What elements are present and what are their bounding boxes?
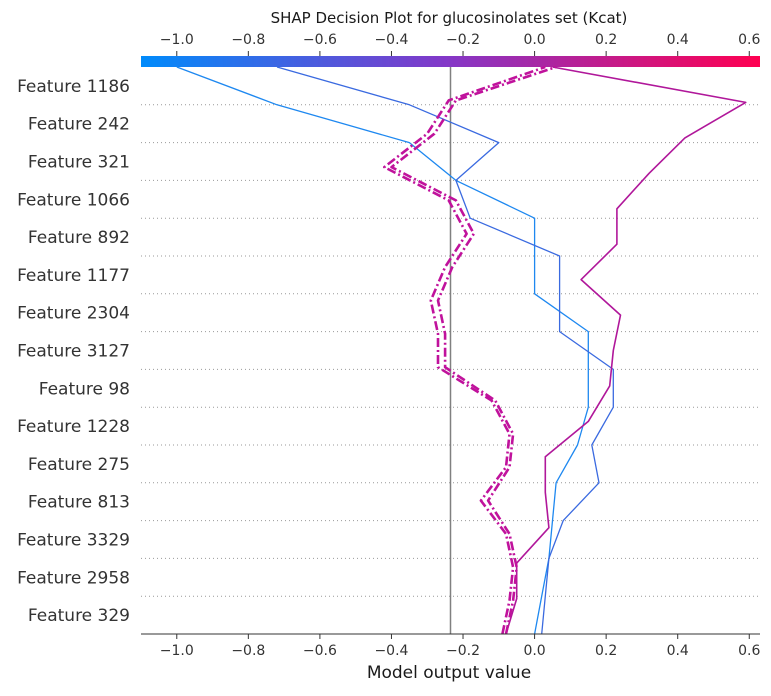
decision-path (276, 66, 614, 635)
feature-label: Feature 892 (28, 228, 130, 248)
chart-title: SHAP Decision Plot for glucosinolates se… (271, 9, 628, 27)
feature-label: Feature 813 (28, 493, 130, 513)
decision-path (505, 66, 747, 635)
decision-path (176, 66, 589, 635)
decision-path (390, 65, 557, 635)
feature-label: Feature 242 (28, 115, 130, 135)
bottom-tick-label: 0.0 (523, 643, 545, 659)
bottom-tick-label: −0.8 (231, 643, 265, 659)
feature-label: Feature 329 (28, 606, 130, 626)
top-tick-label: 0.6 (738, 32, 760, 48)
colorbar (141, 56, 760, 67)
feature-label: Feature 1228 (17, 417, 130, 437)
feature-label: Feature 2304 (17, 304, 130, 324)
top-tick-label: −0.8 (231, 32, 265, 48)
top-tick-label: 0.4 (667, 32, 689, 48)
top-axis: −1.0 −0.8 −0.6 −0.4 −0.2 0.0 0.2 0.4 0.6 (160, 32, 760, 56)
feature-label: Feature 3329 (17, 531, 130, 551)
bottom-tick-label: 0.6 (738, 643, 760, 659)
feature-label: Feature 98 (39, 379, 130, 399)
feature-label: Feature 275 (28, 455, 130, 475)
feature-label: Feature 3127 (17, 342, 130, 362)
top-tick-label: −1.0 (160, 32, 194, 48)
feature-label: Feature 1186 (17, 77, 130, 97)
top-tick-label: 0.2 (595, 32, 617, 48)
bottom-tick-label: −0.6 (303, 643, 337, 659)
bottom-tick-label: −0.4 (374, 643, 408, 659)
top-tick-label: −0.4 (374, 32, 408, 48)
decision-path (382, 65, 546, 635)
feature-label: Feature 1066 (17, 190, 130, 210)
decision-paths (176, 65, 747, 635)
bottom-tick-label: 0.2 (595, 643, 617, 659)
top-tick-label: −0.6 (303, 32, 337, 48)
bottom-tick-label: 0.4 (667, 643, 689, 659)
feature-label: Feature 2958 (17, 568, 130, 588)
bottom-tick-label: −1.0 (160, 643, 194, 659)
bottom-axis: −1.0 −0.8 −0.6 −0.4 −0.2 0.0 0.2 0.4 0.6 (141, 633, 760, 659)
feature-label: Feature 1177 (17, 266, 130, 286)
bottom-tick-label: −0.2 (446, 643, 480, 659)
top-tick-label: 0.0 (523, 32, 545, 48)
feature-labels: Feature 1186 Feature 242 Feature 321 Featur… (17, 77, 130, 626)
x-axis-label: Model output value (367, 663, 531, 683)
feature-label: Feature 321 (28, 153, 130, 173)
top-tick-label: −0.2 (446, 32, 480, 48)
